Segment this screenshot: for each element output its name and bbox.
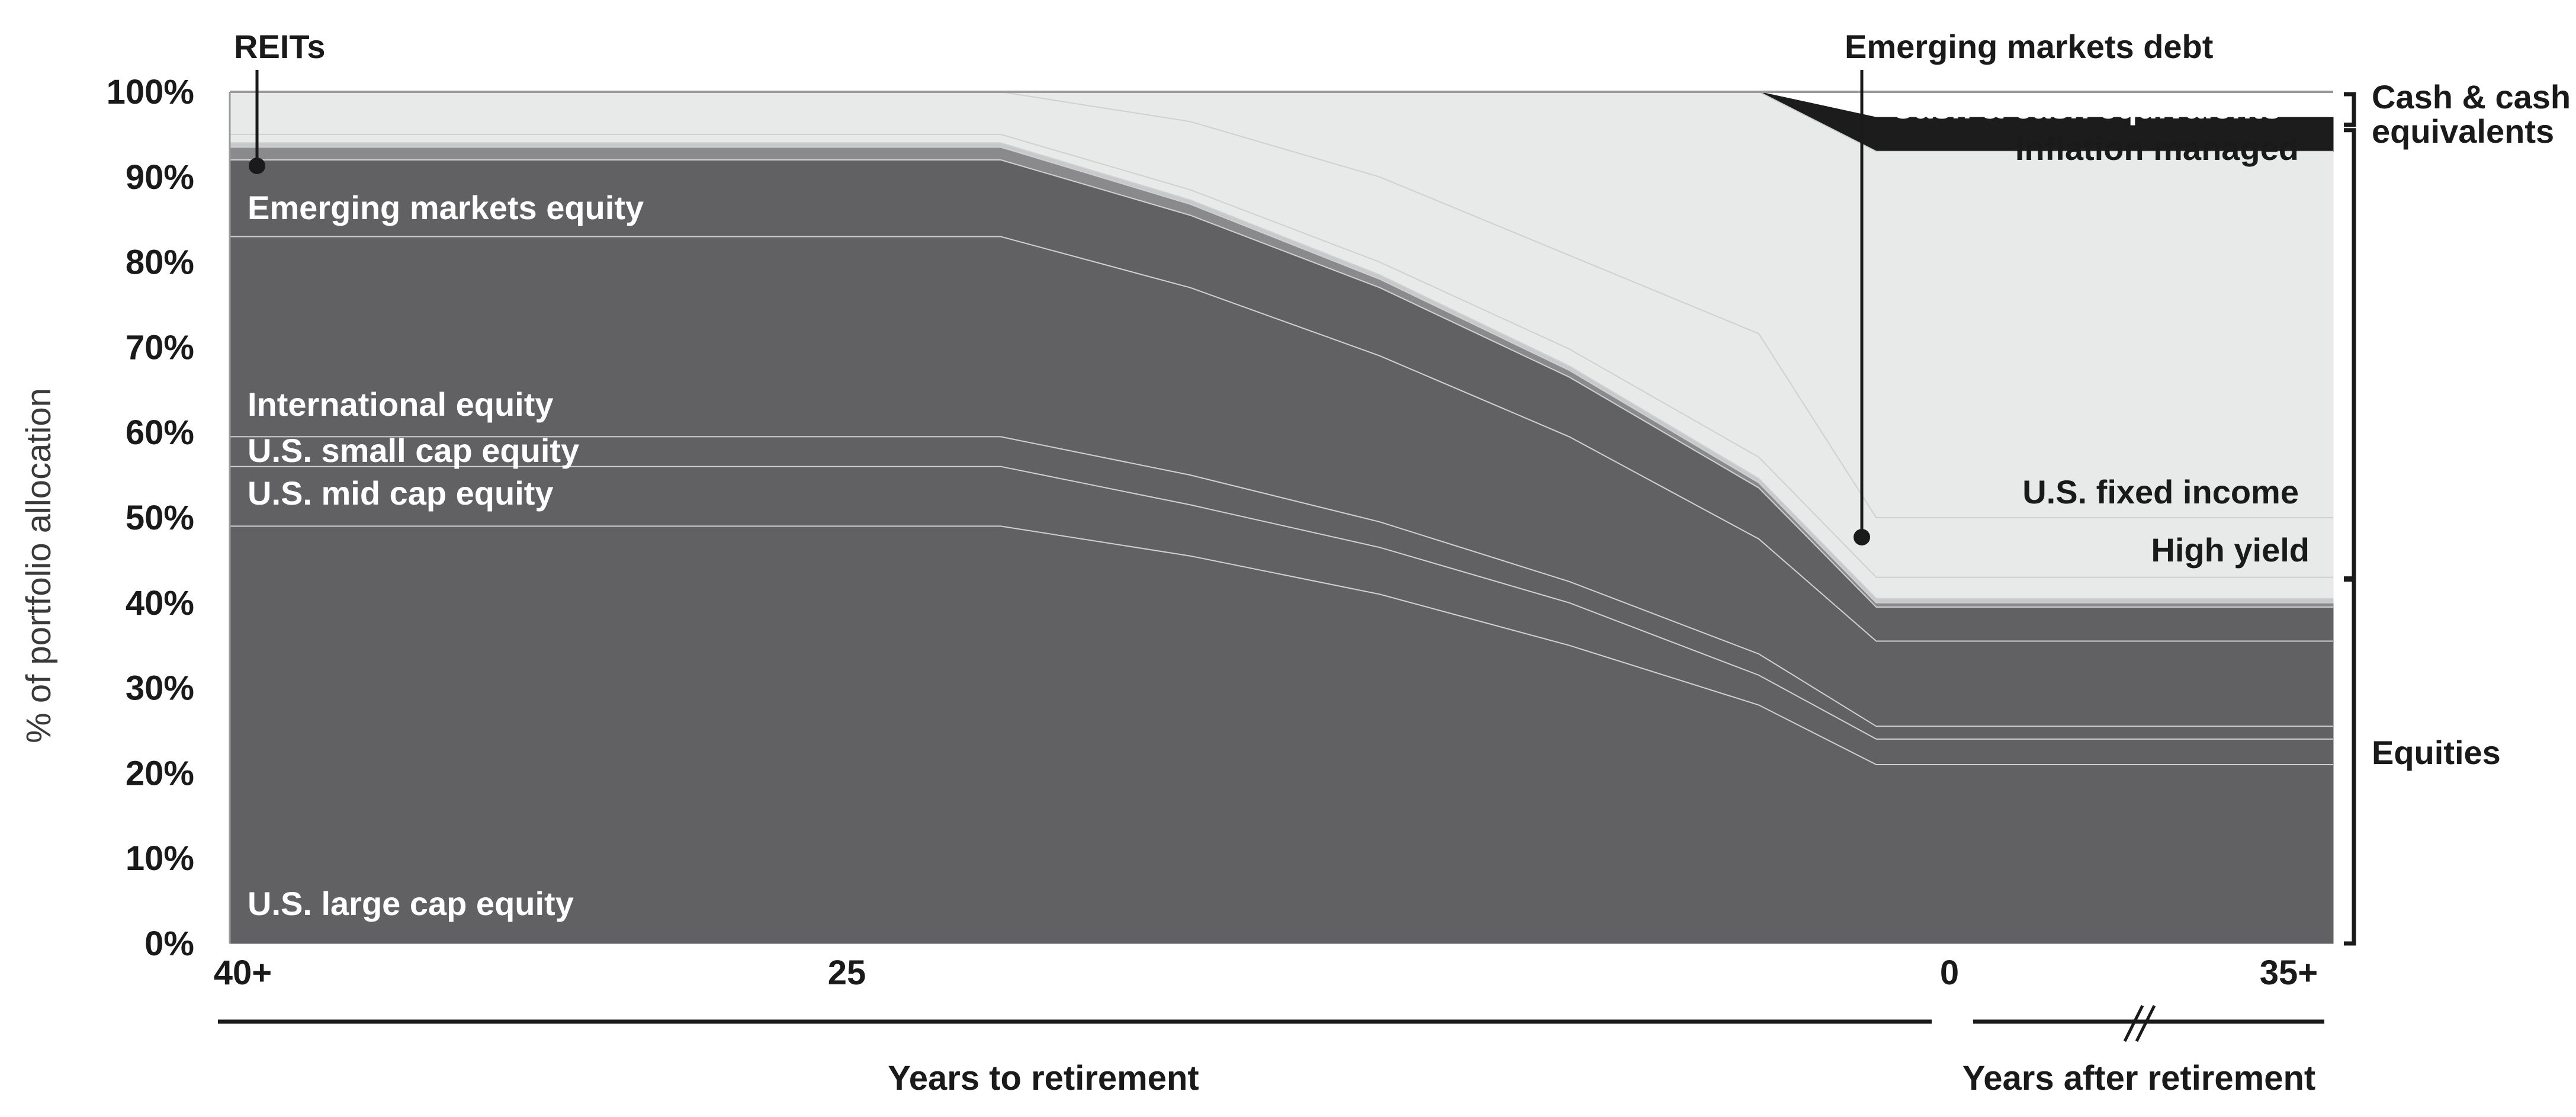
boundary-reits [230,146,2333,604]
y-tick-label: 60% [126,413,194,452]
x-tick-label: 25 [828,954,866,992]
area-layer [229,91,2334,944]
callout-dot [1854,529,1870,545]
group-brackets: Cash & cash equivalents Equities [2344,78,2571,946]
boundary-emerging-markets-debt [230,142,2333,599]
y-tick-label: 40% [126,584,194,622]
series-label-emerging-markets-equity: Emerging markets equity [248,189,644,226]
boundary-u-s-mid-cap-equity [230,466,2333,740]
y-tick-label: 90% [126,158,194,197]
y-tick-label: 20% [126,754,194,792]
series-labels: U.S. large cap equity U.S. mid cap equity… [248,88,2310,922]
y-tick-label: 10% [126,839,194,878]
axis-break-mark [2123,1004,2144,1042]
series-label-cash-and-cash-equivalents: Cash & cash equivalents [1890,88,2281,126]
y-axis-title: % of portfolio allocation [20,388,58,743]
group-label-cash: Cash & cash equivalents [2372,78,2571,150]
series-label-international-equity: International equity [248,386,554,423]
series-label-u-s-large-cap-equity: U.S. large cap equity [248,885,574,922]
separator-lines [229,91,2333,943]
y-tick-label: 0% [144,925,194,963]
callout-label: REITs [234,28,326,65]
boundary-u-s-small-cap-equity [230,436,2333,727]
callout-label: Emerging markets debt [1845,28,2213,65]
callout-emerging-markets-debt: Emerging markets debt [1845,28,2213,545]
x-tick-label: 35+ [2260,954,2318,992]
series-label-high-yield: High yield [2151,531,2310,569]
y-tick-label: 80% [126,243,194,282]
boundary-high-yield [230,133,2333,578]
bracket-fixed-income [2344,128,2356,581]
x-section-label: Years to retirement [888,1059,1199,1097]
group-label-equities: Equities [2372,734,2501,771]
y-tick-label: 70% [126,328,194,367]
series-label-u-s-fixed-income: U.S. fixed income [2022,473,2299,511]
y-tick-label: 50% [126,499,194,537]
boundary-international-equity [230,236,2333,642]
y-tick-label: 100% [107,73,194,111]
callout-dot [249,158,265,174]
x-tick-label: 0 [1940,954,1959,992]
series-label-inflation-managed: Inflation managed [2015,130,2299,167]
x-axis: 40+ 25 0 35+ Years to retirement Years after … [214,954,2324,1097]
bracket-equities [2344,577,2356,946]
y-axis: 0% 10% 20% 30% 40% 50% 60% 70% 80% 90% 100% [107,73,194,963]
callouts: REITs Emerging markets debt [234,28,2213,545]
series-label-u-s-mid-cap-equity: U.S. mid cap equity [248,474,554,512]
callout-reits: REITs [234,28,326,174]
boundary-emerging-markets-equity [230,159,2333,608]
y-tick-label: 30% [126,669,194,708]
series-label-u-s-small-cap-equity: U.S. small cap equity [248,432,579,469]
bracket-cash [2344,92,2356,127]
boundary-u-s-fixed-income [230,91,2333,518]
x-tick-label: 40+ [214,954,272,992]
axis-break-mark [2135,1004,2156,1042]
x-section-label: Years after retirement [1962,1059,2315,1097]
boundary-u-s-large-cap-equity [230,525,2333,765]
